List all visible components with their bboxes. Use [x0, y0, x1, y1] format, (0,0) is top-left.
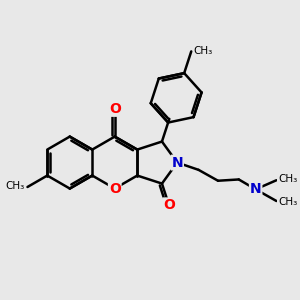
- Text: N: N: [171, 156, 183, 170]
- Text: CH₃: CH₃: [193, 46, 212, 56]
- Text: O: O: [109, 102, 121, 116]
- Text: O: O: [109, 182, 121, 196]
- Text: CH₃: CH₃: [278, 197, 297, 207]
- Text: CH₃: CH₃: [6, 181, 25, 191]
- Text: CH₃: CH₃: [278, 174, 297, 184]
- Text: O: O: [163, 198, 175, 212]
- Text: N: N: [250, 182, 262, 196]
